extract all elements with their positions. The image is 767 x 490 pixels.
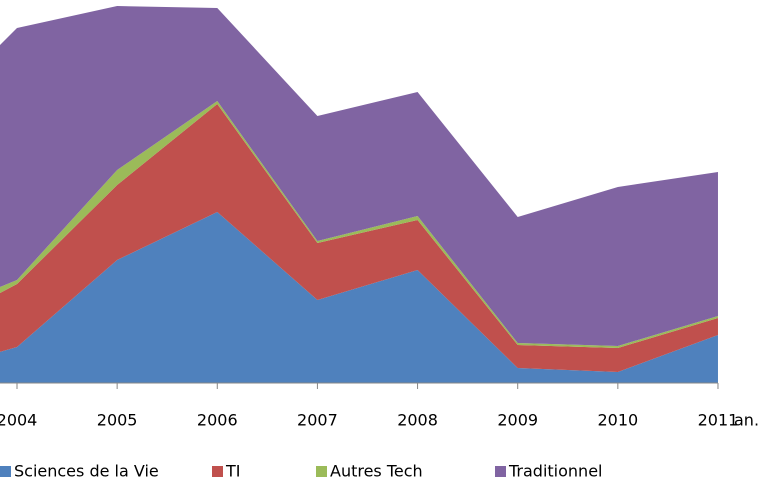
x-tick-label: 2004: [0, 411, 37, 430]
legend-label: Autres Tech: [330, 462, 423, 481]
area: [0, 6, 718, 346]
x-tick-label: 2005: [97, 411, 138, 430]
area: [0, 104, 718, 372]
legend-swatch: [495, 466, 506, 477]
x-tick-label: 2006: [197, 411, 238, 430]
x-tick-label: 2010: [597, 411, 638, 430]
x-axis-label: an.: [734, 411, 759, 430]
legend-label: Sciences de la Vie: [14, 462, 159, 481]
legend-swatch: [316, 466, 327, 477]
legend-swatch: [0, 466, 11, 477]
x-tick-label: 2007: [297, 411, 338, 430]
legend-label: Traditionnel: [508, 462, 602, 481]
x-tick-label: 2011: [698, 411, 739, 430]
area: [0, 212, 718, 383]
legend-swatch: [212, 466, 223, 477]
legend-label: TI: [225, 462, 241, 481]
x-tick-label: 2009: [497, 411, 538, 430]
plot-area: 2004 2005 2006 2007 2008 2009 2010 2011 Sciences…: [0, 6, 738, 481]
x-tick-label: 2008: [397, 411, 438, 430]
